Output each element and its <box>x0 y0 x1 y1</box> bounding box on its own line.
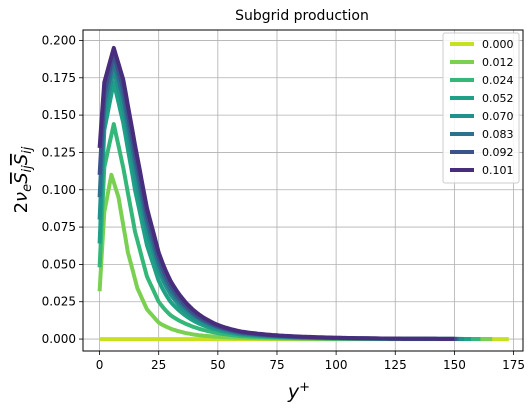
y-tick-label: 0.125 <box>42 145 76 159</box>
x-tick-label: 175 <box>502 358 525 372</box>
plot-frame <box>82 29 524 352</box>
legend-label: 0.092 <box>482 146 514 159</box>
legend-label: 0.070 <box>482 110 514 123</box>
y-tick-label: 0.050 <box>42 257 76 271</box>
legend-label: 0.052 <box>482 92 514 105</box>
legend-frame <box>442 32 520 184</box>
data-series <box>97 45 509 342</box>
y-tick-label: 0.025 <box>42 295 76 309</box>
x-tick-label: 25 <box>151 358 166 372</box>
y-tick-label: 0.100 <box>42 183 76 197</box>
y-tick-label: 0.000 <box>42 332 76 346</box>
series-line-0.101 <box>97 45 455 341</box>
y-tick-label: 0.175 <box>42 71 76 85</box>
y-tick-label: 0.200 <box>42 33 76 47</box>
legend-label: 0.000 <box>482 38 514 51</box>
legend-label: 0.101 <box>482 164 514 177</box>
chart-title: Subgrid production <box>235 8 369 24</box>
legend: 0.000 0.012 0.024 0.052 0.070 0.083 0.092 0.101 <box>442 32 520 184</box>
x-tick-label: 125 <box>384 358 407 372</box>
x-tick-label: 150 <box>443 358 466 372</box>
y-tick-label: 0.075 <box>42 220 76 234</box>
y-axis-label: 2νeSijSij <box>11 146 35 213</box>
x-tick-label: 0 <box>96 358 104 372</box>
legend-label: 0.012 <box>482 56 514 69</box>
x-tick-label: 50 <box>210 358 225 372</box>
legend-label: 0.083 <box>482 128 514 141</box>
axis-ticks: 0 25 50 75 100 125 150 175 0.000 0.025 0.050 0.075 0… <box>42 33 525 372</box>
legend-label: 0.024 <box>482 74 514 87</box>
y-tick-label: 0.150 <box>42 108 76 122</box>
x-tick-label: 100 <box>325 358 348 372</box>
x-tick-label: 75 <box>269 358 284 372</box>
